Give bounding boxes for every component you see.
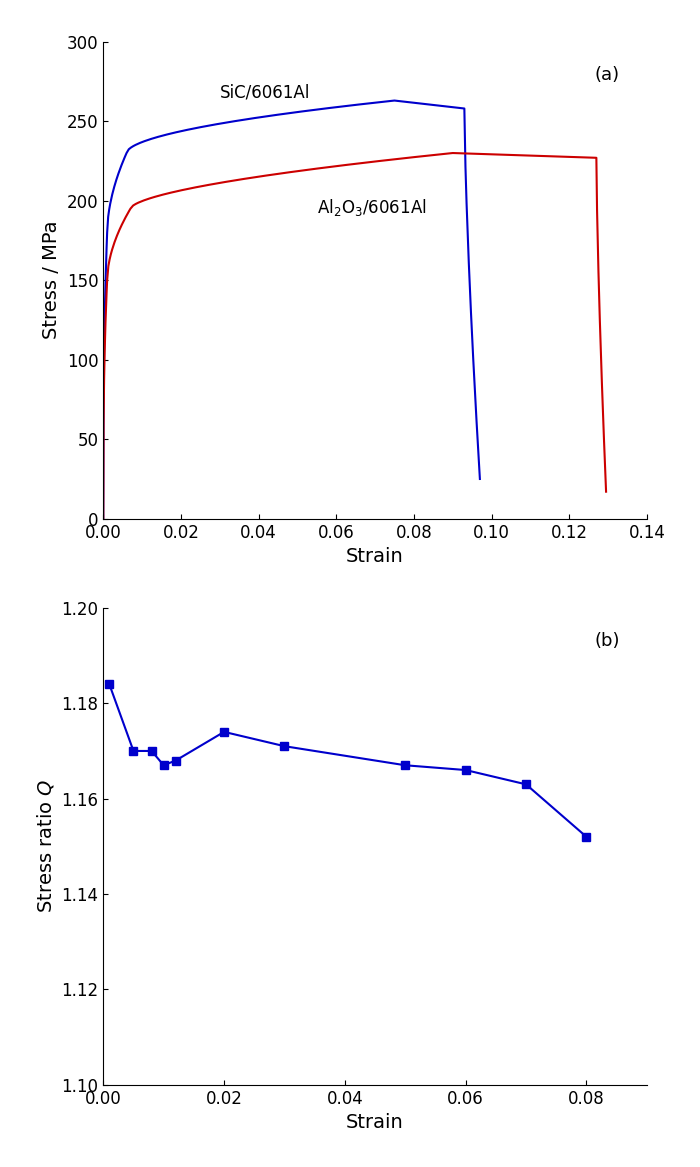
Text: (b): (b) [594, 631, 620, 650]
Text: (a): (a) [594, 65, 620, 84]
Y-axis label: Stress / MPa: Stress / MPa [42, 221, 61, 340]
Y-axis label: Stress ratio $Q$: Stress ratio $Q$ [35, 780, 56, 914]
X-axis label: Strain: Strain [346, 1113, 404, 1132]
X-axis label: Strain: Strain [346, 547, 404, 566]
Text: SiC/6061Al: SiC/6061Al [220, 83, 310, 102]
Text: $\mathrm{Al_2O_3}$/6061Al: $\mathrm{Al_2O_3}$/6061Al [317, 197, 426, 218]
